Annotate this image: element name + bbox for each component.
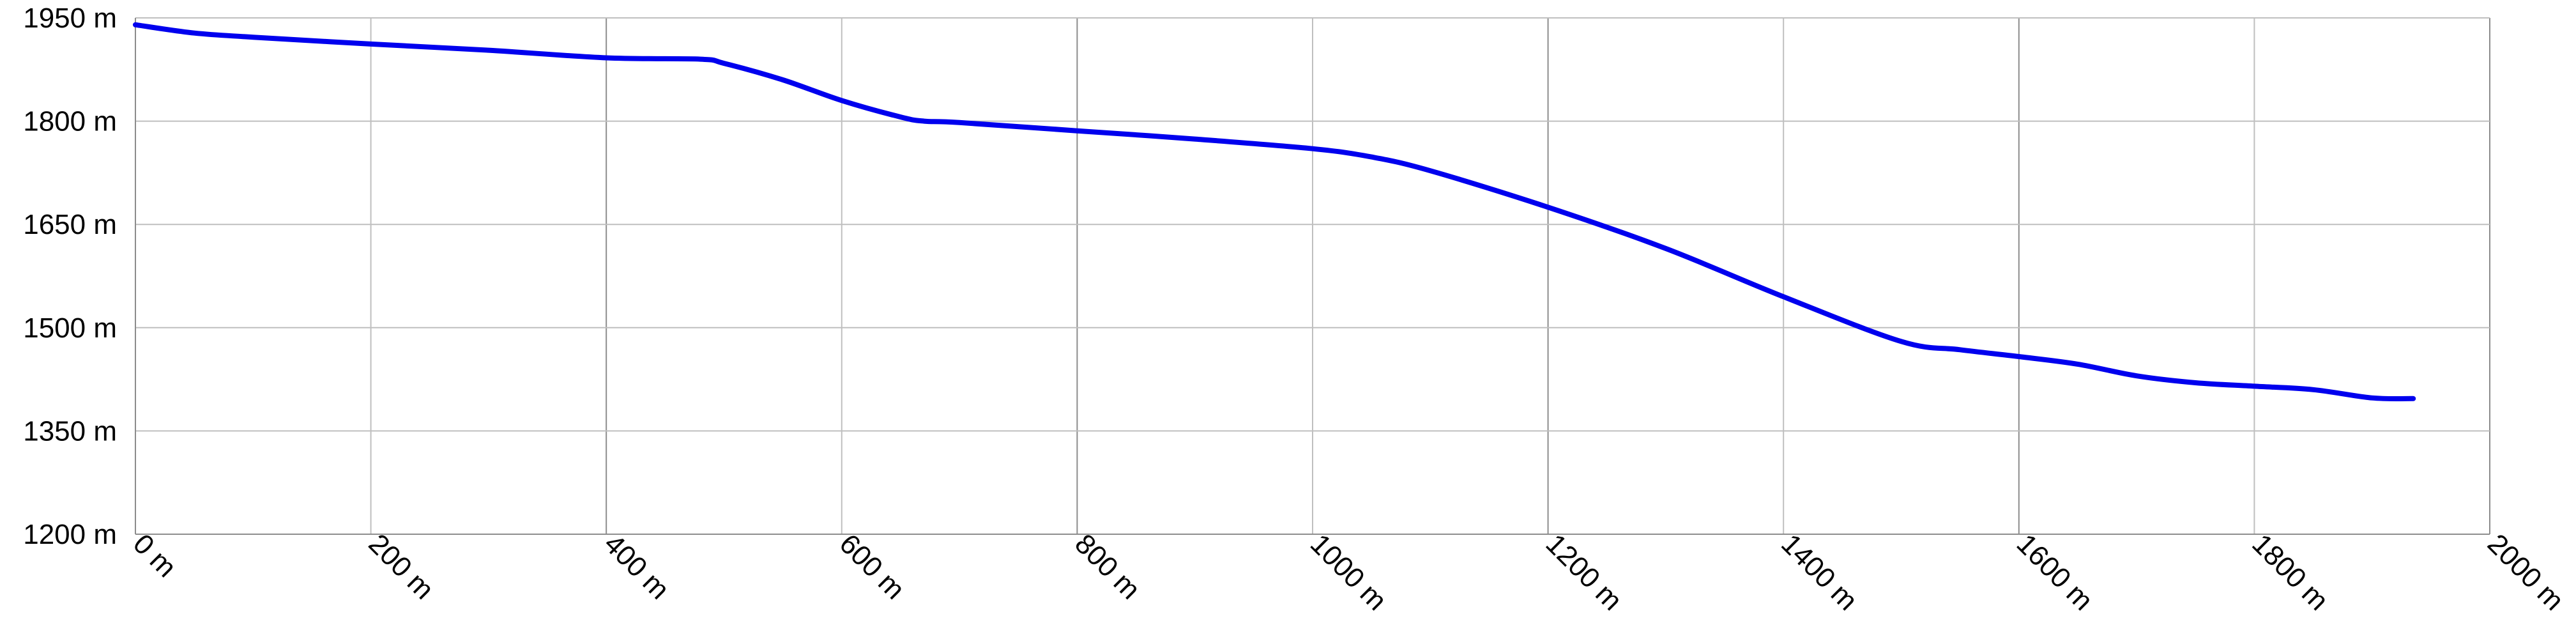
x-tick-label: 800 m bbox=[1069, 528, 1146, 605]
y-tick-label: 1200 m bbox=[23, 519, 117, 550]
y-tick-label: 1650 m bbox=[23, 209, 117, 240]
x-tick-label: 1000 m bbox=[1304, 528, 1392, 616]
x-tick-label: 600 m bbox=[834, 528, 911, 605]
x-tick-label: 2000 m bbox=[2481, 528, 2570, 616]
x-tick-label: 1800 m bbox=[2246, 528, 2334, 616]
y-tick-label: 1800 m bbox=[23, 106, 117, 137]
elevation-profile-line bbox=[133, 22, 2416, 402]
y-tick-label: 1500 m bbox=[23, 312, 117, 344]
x-tick-label: 1200 m bbox=[1540, 528, 1628, 616]
y-tick-label: 1950 m bbox=[23, 3, 117, 34]
y-tick-label: 1350 m bbox=[23, 415, 117, 447]
x-tick-label: 0 m bbox=[127, 528, 183, 583]
x-tick-label: 1600 m bbox=[2011, 528, 2099, 616]
x-tick-label: 200 m bbox=[363, 528, 440, 605]
y-axis-tick-labels: 1200 m 1350 m 1500 m 1650 m 1800 m 1950 m bbox=[23, 3, 117, 550]
axes bbox=[135, 18, 2490, 535]
x-axis-tick-labels: 0 m 200 m 400 m 600 m 800 m 1000 m 1200 m 1400 … bbox=[127, 528, 2570, 616]
vertical-grid-lines bbox=[135, 18, 2490, 534]
x-tick-label: 1400 m bbox=[1775, 528, 1863, 616]
data-series bbox=[133, 22, 2416, 402]
x-tick-label: 400 m bbox=[598, 528, 675, 605]
